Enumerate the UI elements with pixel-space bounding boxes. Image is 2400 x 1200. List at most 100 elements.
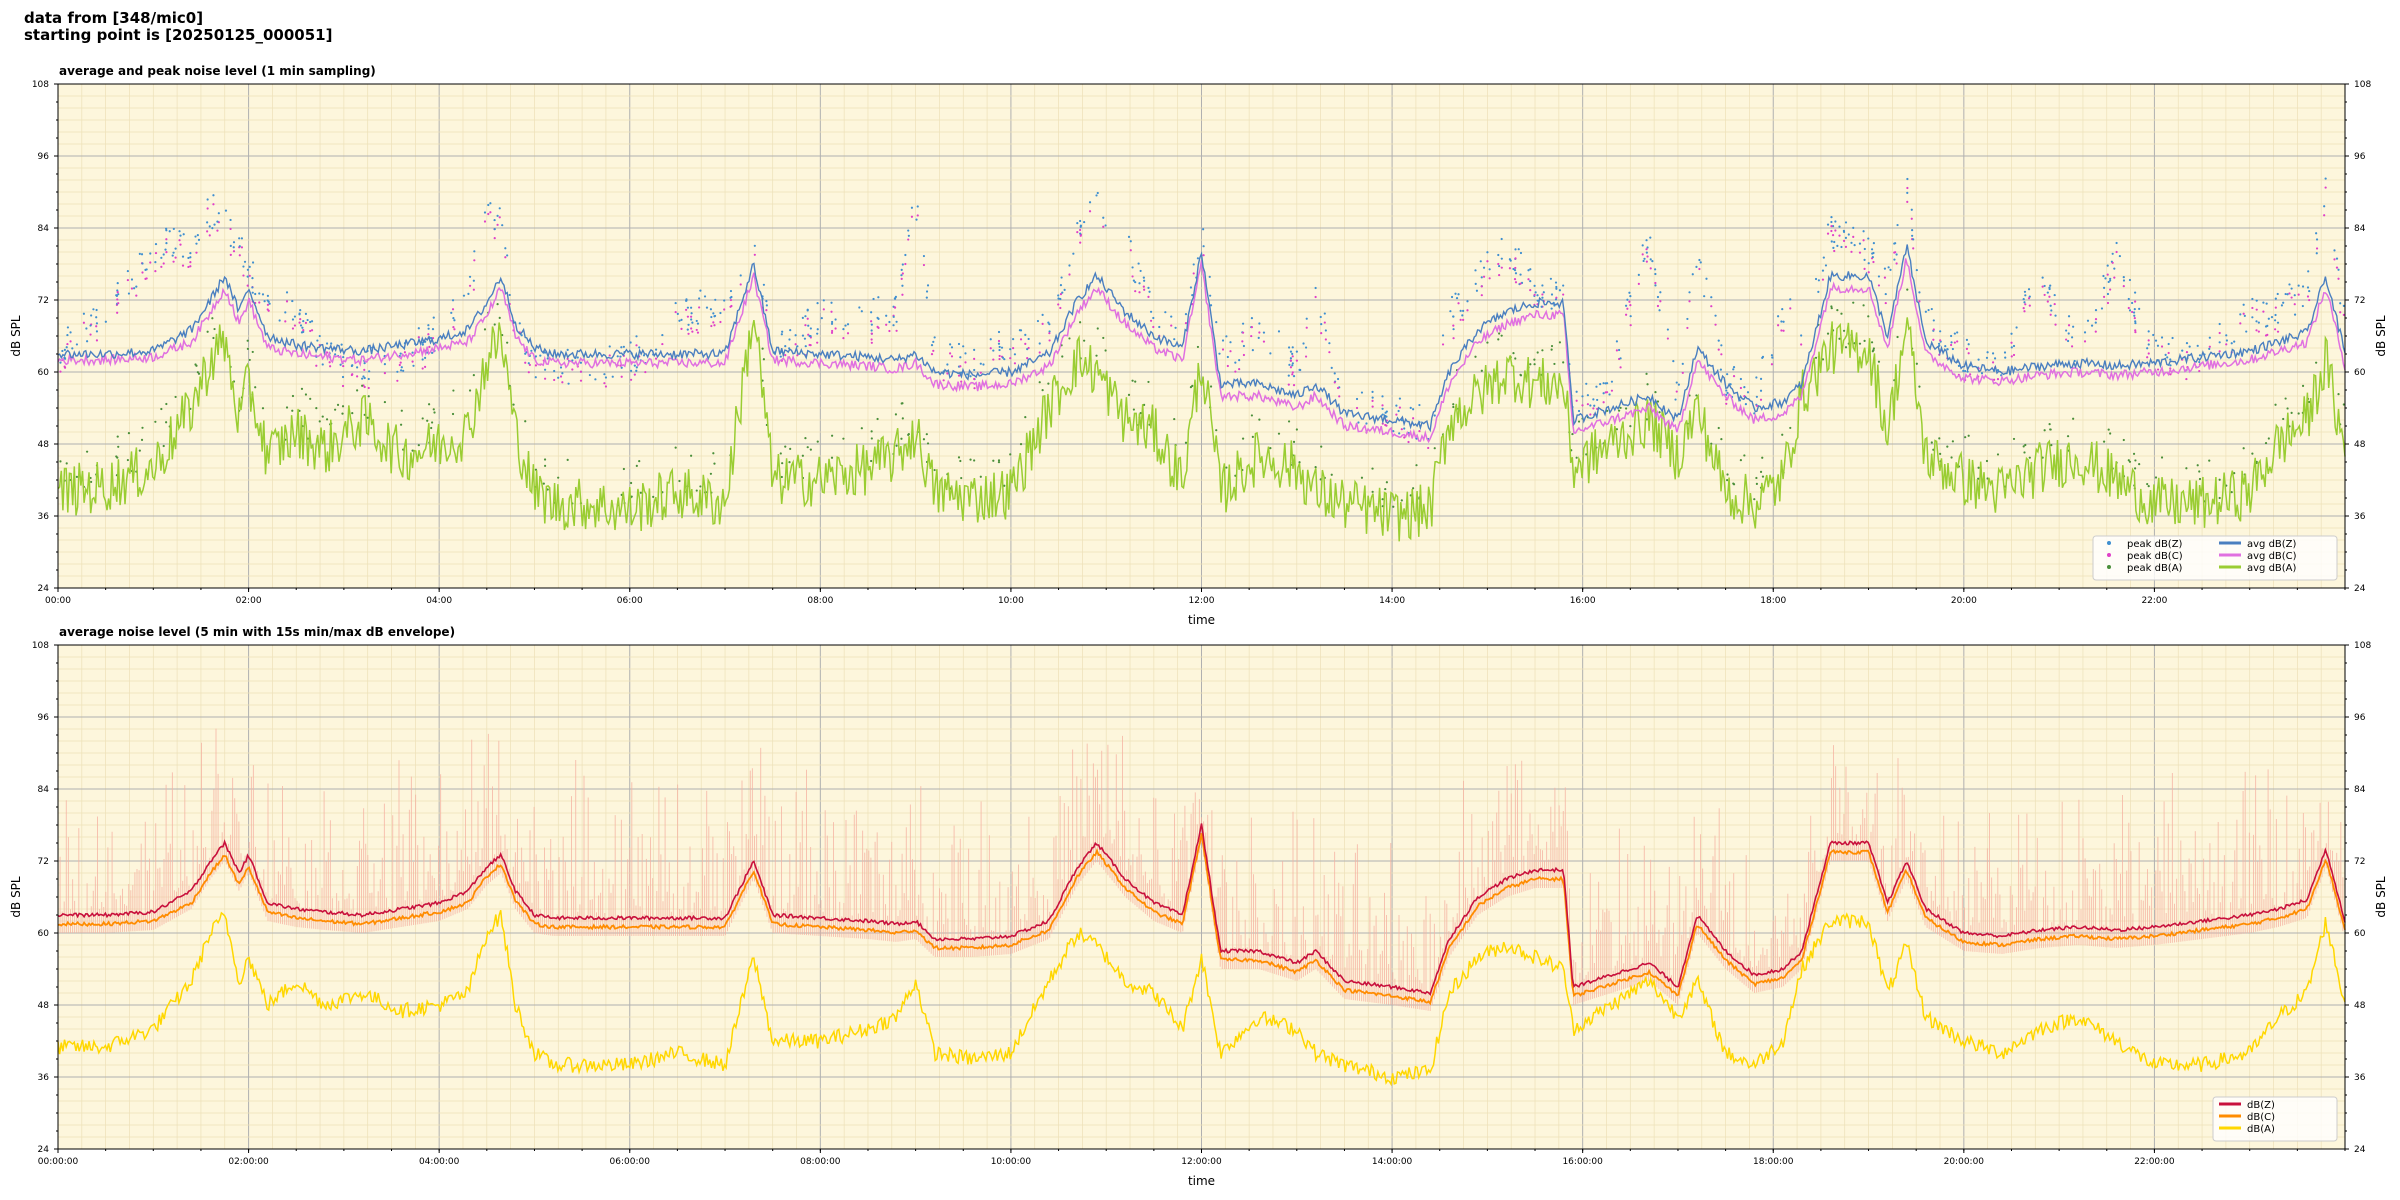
peak-z-point xyxy=(467,292,470,295)
peak-c-point xyxy=(160,265,163,268)
peak-z-point xyxy=(293,315,297,318)
peak-a-point xyxy=(699,485,702,488)
y-tick-label-right: 60 xyxy=(2354,368,2366,378)
peak-a-point xyxy=(713,462,716,465)
peak-z-point xyxy=(2169,358,2172,361)
peak-c-point xyxy=(2111,261,2114,264)
peak-z-point xyxy=(2049,304,2052,307)
peak-c-point xyxy=(1048,339,1051,342)
peak-z-point xyxy=(1480,276,1483,279)
peak-a-point xyxy=(1173,417,1176,421)
peak-c-point xyxy=(1320,332,1323,335)
peak-z-point xyxy=(133,287,136,290)
peak-a-point xyxy=(1536,351,1539,354)
peak-z-point xyxy=(2335,257,2339,260)
peak-a-point xyxy=(1871,350,1874,353)
y-tick-label-right: 36 xyxy=(2354,1073,2366,1083)
peak-c-point xyxy=(2094,330,2097,333)
peak-a-point xyxy=(1615,428,1619,431)
peak-a-point xyxy=(1852,301,1855,304)
peak-a-point xyxy=(1996,453,2000,456)
peak-z-point xyxy=(1433,414,1436,417)
peak-a-point xyxy=(1381,498,1384,501)
x-tick-label: 12:00:00 xyxy=(1181,1157,1222,1167)
peak-c-point xyxy=(1418,430,1421,433)
y-tick-label-right: 36 xyxy=(2354,512,2366,522)
peak-c-point xyxy=(1732,375,1736,378)
peak-a-point xyxy=(622,467,625,471)
peak-z-point xyxy=(2115,241,2118,245)
peak-a-point xyxy=(2024,443,2027,447)
peak-z-point xyxy=(1761,355,1765,358)
grid-2 xyxy=(57,644,2346,1150)
peak-z-point xyxy=(1398,432,1401,435)
peak-a-point xyxy=(2267,437,2270,440)
x-tick-label: 14:00:00 xyxy=(1372,1157,1413,1167)
peak-z-point xyxy=(1143,279,1146,282)
peak-z-point xyxy=(804,345,807,348)
peak-z-point xyxy=(1743,386,1746,389)
peak-c-point xyxy=(2133,300,2137,303)
peak-a-point xyxy=(1019,443,1023,446)
peak-c-point xyxy=(1641,253,1644,256)
peak-c-point xyxy=(1659,300,1662,303)
peak-a-point xyxy=(1867,315,1870,318)
peak-z-point xyxy=(796,345,799,348)
peak-z-point xyxy=(1717,339,1720,342)
y-tick-label-left: 96 xyxy=(38,152,50,162)
peak-z-point xyxy=(695,319,698,323)
peak-a-point xyxy=(304,393,308,396)
peak-a-point xyxy=(2208,459,2211,462)
peak-c-point xyxy=(1884,301,1887,305)
peak-a-point xyxy=(1830,307,1833,310)
peak-c-point xyxy=(2046,300,2049,303)
peak-z-point xyxy=(964,352,967,355)
peak-c-point xyxy=(1893,251,1896,254)
peak-z-point xyxy=(2067,315,2071,318)
peak-z-point xyxy=(1152,316,1155,320)
peak-z-point xyxy=(1863,247,1866,251)
peak-z-point xyxy=(90,314,93,317)
peak-c-point xyxy=(1138,291,1141,294)
peak-z-point xyxy=(396,370,399,373)
peak-a-point xyxy=(1251,435,1254,438)
peak-a-point xyxy=(2048,423,2051,426)
peak-z-point xyxy=(362,375,365,378)
peak-c-point xyxy=(1883,276,1887,279)
peak-c-point xyxy=(1575,399,1578,402)
peak-z-point xyxy=(1449,310,1452,313)
peak-z-point xyxy=(1589,404,1592,407)
peak-c-point xyxy=(309,329,312,333)
peak-a-point xyxy=(1550,348,1553,351)
peak-z-point xyxy=(224,209,228,212)
x-tick-label: 04:00:00 xyxy=(419,1157,460,1167)
peak-z-point xyxy=(2308,289,2311,293)
peak-z-point xyxy=(714,298,717,301)
peak-z-point xyxy=(1158,325,1161,329)
peak-z-point xyxy=(895,320,898,323)
peak-z-point xyxy=(1739,377,1742,381)
peak-c-point xyxy=(421,367,424,370)
peak-a-point xyxy=(251,350,254,354)
peak-z-point xyxy=(432,316,435,319)
peak-z-point xyxy=(620,366,623,369)
peak-c-point xyxy=(1371,399,1374,402)
peak-c-point xyxy=(195,251,198,254)
peak-z-point xyxy=(1719,368,1722,371)
peak-z-point xyxy=(604,376,608,379)
peak-z-point xyxy=(566,348,569,352)
peak-a-point xyxy=(842,437,845,440)
peak-z-point xyxy=(1542,291,1545,294)
peak-z-point xyxy=(1500,257,1503,260)
peak-c-point xyxy=(2198,369,2201,373)
peak-z-point xyxy=(2284,292,2287,296)
peak-z-point xyxy=(1462,309,1465,312)
peak-z-point xyxy=(870,323,873,326)
peak-c-point xyxy=(2251,306,2254,310)
peak-a-point xyxy=(351,412,354,415)
peak-z-point xyxy=(2257,321,2260,324)
peak-z-point xyxy=(1001,356,1004,359)
peak-c-point xyxy=(1038,351,1041,354)
peak-c-point xyxy=(1681,371,1684,374)
peak-c-point xyxy=(2134,329,2137,332)
